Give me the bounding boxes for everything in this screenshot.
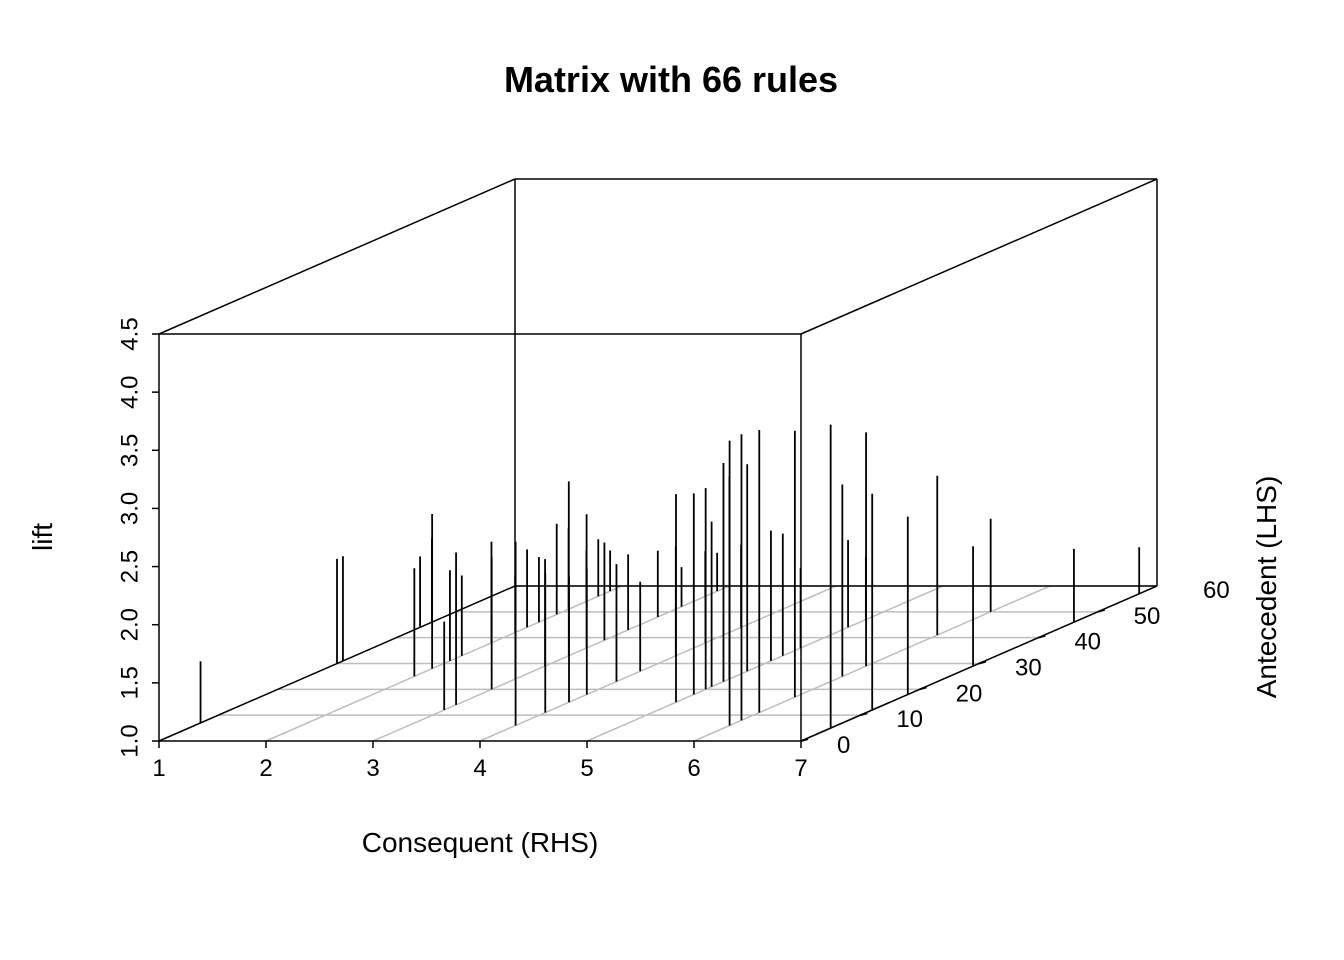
box-edge: [158, 178, 516, 335]
x-axis-label: Consequent (RHS): [362, 827, 599, 858]
y-tick-label: 50: [1134, 603, 1161, 630]
z-tick-label: 1.0: [116, 724, 143, 757]
y-tick-label: 60: [1203, 577, 1230, 604]
y-tick-label: 10: [896, 706, 923, 733]
y-tick-mark: [978, 660, 987, 665]
y-tick-label: 30: [1015, 655, 1042, 682]
z-tick-label: 2.0: [116, 608, 143, 641]
z-tick-label: 3.0: [116, 492, 143, 525]
x-tick-label: 4: [473, 755, 486, 782]
y-tick-label: 0: [837, 732, 850, 759]
y-tick-label: 40: [1074, 629, 1101, 656]
z-tick-label: 3.5: [116, 434, 143, 467]
y-tick-mark: [800, 738, 809, 742]
x-tick-label: 6: [687, 755, 700, 782]
y-tick-mark: [1038, 634, 1046, 639]
z-axis-label: lift: [27, 523, 58, 551]
data-spikes: [199, 424, 1141, 729]
x-tick-label: 7: [794, 755, 807, 782]
z-tick-label: 4.0: [116, 375, 143, 408]
y-tick-label: 20: [956, 680, 983, 707]
x-tick-label: 3: [366, 755, 379, 782]
z-tick-label: 2.5: [116, 550, 143, 583]
z-tick-label: 4.5: [116, 317, 143, 350]
axis-ticks: 1 2 3 4 5 6 7 1.0 1.5 2.0 2.5 3.0 3.5 4.0 4.5 0 10 20 30 40…: [116, 317, 1229, 782]
y-tick-mark: [1097, 608, 1105, 613]
chart-title: Matrix with 66 rules: [504, 59, 838, 100]
x-tick-label: 1: [152, 755, 165, 782]
x-tick-label: 5: [580, 755, 593, 782]
z-tick-label: 1.5: [116, 666, 143, 699]
plot-box: [158, 178, 1158, 742]
box-edge: [800, 178, 1158, 335]
x-tick-label: 2: [259, 755, 272, 782]
y-axis-label: Antecedent (LHS): [1251, 476, 1282, 699]
y-tick-mark: [860, 712, 868, 717]
y-tick-mark: [919, 686, 927, 691]
